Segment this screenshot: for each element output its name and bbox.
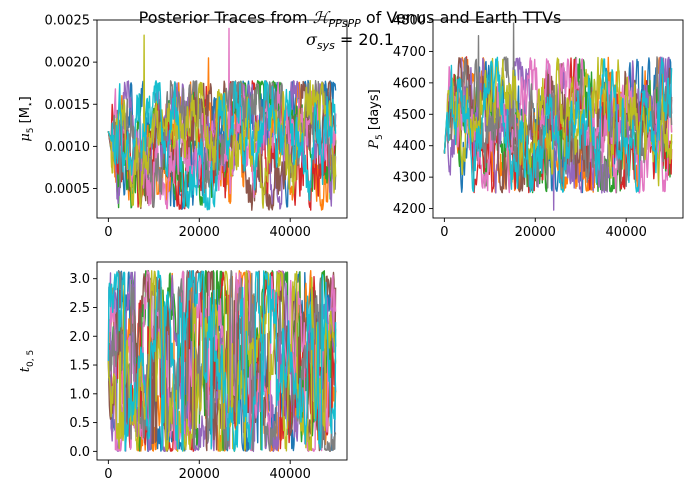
- y-tick-label: 0.0020: [45, 56, 91, 71]
- trace-group: [107, 269, 337, 453]
- figure-title: Posterior Traces from ℋPPsPP of Venus an…: [0, 8, 700, 30]
- y-tick-label: 1.5: [69, 359, 90, 374]
- y-tick-label: 0.0010: [45, 140, 91, 155]
- trace-chain-8: [107, 80, 337, 208]
- x-tick-label: 0: [104, 467, 112, 482]
- sigma-sub: sys: [316, 39, 335, 53]
- title-prefix: Posterior Traces from: [138, 8, 313, 27]
- title-model: ℋ: [312, 8, 329, 27]
- y-tick-label: 0.0025: [45, 14, 91, 29]
- y-tick-label: 0.5: [69, 416, 90, 431]
- trace-group: [107, 27, 337, 211]
- subplot-2: 0 20000 40000 4200 4300 4400 4500 4600 4700 4800 P…: [367, 14, 684, 240]
- trace-chain-9: [443, 56, 673, 187]
- x-tick-label: 40000: [606, 225, 647, 240]
- x-tick-label: 40000: [270, 225, 311, 240]
- y-axis-label: t0, 5: [18, 350, 36, 372]
- trace-chain-7: [107, 269, 337, 452]
- x-tick-label: 20000: [515, 225, 556, 240]
- x-tick-label: 20000: [179, 467, 220, 482]
- y-tick-label: 4500: [393, 108, 426, 123]
- subplot-1: 0 20000 40000 0.0005 0.0010 0.0015 0.0020 0.002…: [18, 14, 348, 240]
- x-tick-label: 20000: [179, 225, 220, 240]
- axes-frame: [96, 19, 348, 219]
- y-tick-label: 1.0: [69, 387, 90, 402]
- axes-frame: [432, 19, 684, 219]
- y-tick-label: 4200: [393, 202, 426, 217]
- subplot-3: 0 20000 40000 0.0 0.5 1.0 1.5 2.0 2.5 3.0 t0, 5: [18, 261, 348, 482]
- x-tick-label: 0: [440, 225, 448, 240]
- y-tick-label: 4400: [393, 139, 426, 154]
- y-tick-label: 2.0: [69, 330, 90, 345]
- x-tick-label: 0: [104, 225, 112, 240]
- trace-chain-10: [443, 56, 673, 193]
- trace-chain-10: [107, 270, 337, 452]
- y-tick-label: 2.5: [69, 301, 90, 316]
- y-tick-label: 4800: [393, 14, 426, 29]
- sigma-value: = 20.1: [334, 30, 395, 49]
- title-suffix: of Venus and Earth TTVs: [360, 8, 562, 27]
- title-model-sub: PPsPP: [328, 17, 361, 31]
- trace-chain-10: [107, 80, 337, 211]
- trace-group: [443, 22, 673, 211]
- sigma-symbol: σ: [305, 30, 317, 49]
- x-tick-label: 40000: [270, 467, 311, 482]
- figure-subtitle: σsys = 20.1: [0, 30, 700, 52]
- y-tick-label: 0.0005: [45, 182, 91, 197]
- y-tick-label: 4300: [393, 171, 426, 186]
- y-axis-label: μ5 [M⋆]: [18, 96, 36, 141]
- y-tick-label: 3.0: [69, 272, 90, 287]
- y-tick-label: 4600: [393, 76, 426, 91]
- y-tick-label: 0.0: [69, 445, 90, 460]
- y-tick-label: 0.0015: [45, 98, 91, 113]
- y-axis-label: P5 [days]: [367, 89, 385, 149]
- y-tick-label: 4700: [393, 45, 426, 60]
- axes-frame: [96, 261, 348, 461]
